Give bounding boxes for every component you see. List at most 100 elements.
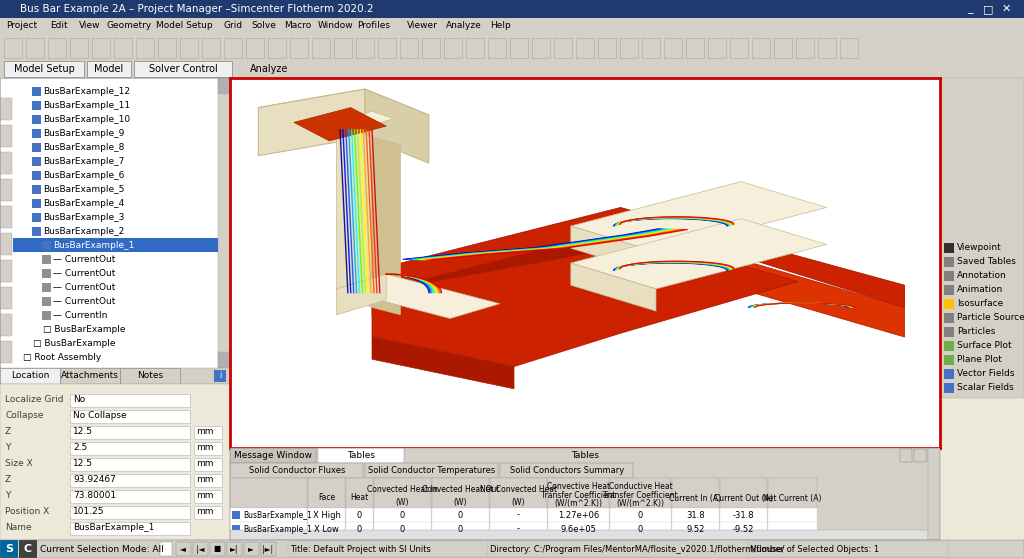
Text: Y: Y: [5, 444, 10, 453]
Text: Grid: Grid: [223, 22, 242, 31]
Text: ■: ■: [213, 545, 220, 554]
Bar: [944, 313, 954, 323]
Bar: [246, 38, 264, 58]
Text: Annotation: Annotation: [957, 272, 1007, 281]
Bar: [490, 522, 547, 536]
Text: Face: Face: [317, 493, 335, 503]
Text: □ BusBarExample: □ BusBarExample: [43, 325, 126, 334]
Bar: [532, 38, 550, 58]
Bar: [334, 38, 352, 58]
Polygon shape: [372, 208, 904, 307]
Text: Particles: Particles: [957, 328, 995, 336]
Bar: [318, 448, 404, 463]
Text: BusBarExample_8: BusBarExample_8: [43, 142, 124, 152]
Bar: [500, 463, 633, 478]
Text: 0: 0: [638, 511, 643, 519]
Text: 101.25: 101.25: [73, 507, 104, 517]
Bar: [916, 136, 938, 156]
Text: BusBarExample_10: BusBarExample_10: [43, 114, 130, 123]
Text: Analyze: Analyze: [446, 22, 481, 31]
Polygon shape: [372, 241, 798, 367]
Text: Model Setup: Model Setup: [13, 64, 75, 74]
Bar: [70, 394, 190, 407]
Bar: [13, 238, 218, 252]
Text: Conductive Heat: Conductive Heat: [608, 482, 673, 491]
Text: BusBarExample_1: BusBarExample_1: [73, 523, 155, 532]
Bar: [32, 227, 41, 236]
Text: — CurrentOut: — CurrentOut: [53, 268, 116, 277]
Bar: [378, 38, 396, 58]
Bar: [308, 478, 345, 508]
Text: _: _: [968, 4, 973, 14]
Text: □ Root Assembly: □ Root Assembly: [23, 353, 101, 362]
Text: BusBarExample_1: BusBarExample_1: [243, 525, 312, 533]
Bar: [308, 508, 345, 522]
Bar: [32, 143, 41, 152]
Bar: [42, 297, 51, 306]
Text: Current In (A): Current In (A): [670, 493, 722, 503]
Text: Viewpoint: Viewpoint: [957, 243, 1001, 253]
Bar: [944, 257, 954, 267]
Text: — CurrentOut: — CurrentOut: [53, 254, 116, 263]
Bar: [308, 522, 345, 536]
Text: Edit: Edit: [50, 22, 69, 31]
Bar: [928, 448, 940, 540]
Text: Analyze: Analyze: [250, 64, 289, 74]
Bar: [346, 508, 373, 522]
Text: Solid Conductor Fluxes: Solid Conductor Fluxes: [249, 466, 345, 475]
Text: Location: Location: [11, 372, 49, 381]
Bar: [42, 311, 51, 320]
Text: mm: mm: [196, 459, 213, 469]
Text: Net Current (A): Net Current (A): [763, 493, 821, 503]
Text: Current Selection Mode: All: Current Selection Mode: All: [40, 545, 164, 554]
Text: 93.92467: 93.92467: [73, 475, 116, 484]
Text: X Low: X Low: [314, 525, 339, 533]
Text: mm: mm: [196, 507, 213, 517]
Bar: [92, 38, 110, 58]
Bar: [136, 38, 154, 58]
Bar: [720, 522, 767, 536]
Bar: [620, 38, 638, 58]
Bar: [928, 449, 940, 462]
Bar: [176, 542, 191, 556]
Bar: [42, 241, 51, 250]
Text: Surface Plot: Surface Plot: [957, 341, 1012, 350]
Text: BusBarExample_4: BusBarExample_4: [43, 199, 124, 208]
Text: 1.27e+06: 1.27e+06: [558, 511, 599, 519]
Bar: [0, 98, 12, 120]
Bar: [374, 478, 431, 508]
Bar: [42, 283, 51, 292]
Text: Model: Model: [94, 64, 124, 74]
Text: 0: 0: [357, 525, 362, 533]
Bar: [268, 38, 286, 58]
Bar: [748, 541, 948, 557]
Bar: [374, 508, 431, 522]
Text: Title: Default Project with SI Units: Title: Default Project with SI Units: [290, 545, 431, 554]
Text: Model Setup: Model Setup: [157, 22, 213, 31]
Polygon shape: [337, 122, 372, 307]
Text: Tables: Tables: [347, 451, 375, 460]
Text: (W): (W): [454, 498, 467, 507]
Bar: [70, 426, 190, 439]
Text: Plane Plot: Plane Plot: [957, 355, 1001, 364]
Text: Viewer: Viewer: [407, 22, 438, 31]
Text: 0: 0: [458, 511, 463, 519]
Text: (W): (W): [395, 498, 410, 507]
Text: Attachments: Attachments: [61, 372, 119, 381]
Bar: [230, 463, 362, 478]
Polygon shape: [365, 89, 429, 163]
Text: Profiles: Profiles: [357, 22, 390, 31]
Bar: [194, 490, 222, 503]
Bar: [42, 255, 51, 264]
Text: BusBarExample_12: BusBarExample_12: [43, 86, 130, 95]
Bar: [232, 511, 240, 519]
Text: mm: mm: [196, 492, 213, 501]
Text: S: S: [5, 544, 13, 554]
Text: Z: Z: [5, 475, 11, 484]
Bar: [4, 38, 22, 58]
Bar: [194, 426, 222, 439]
Bar: [232, 525, 240, 533]
Bar: [432, 478, 489, 508]
Bar: [0, 287, 12, 309]
Bar: [374, 522, 431, 536]
